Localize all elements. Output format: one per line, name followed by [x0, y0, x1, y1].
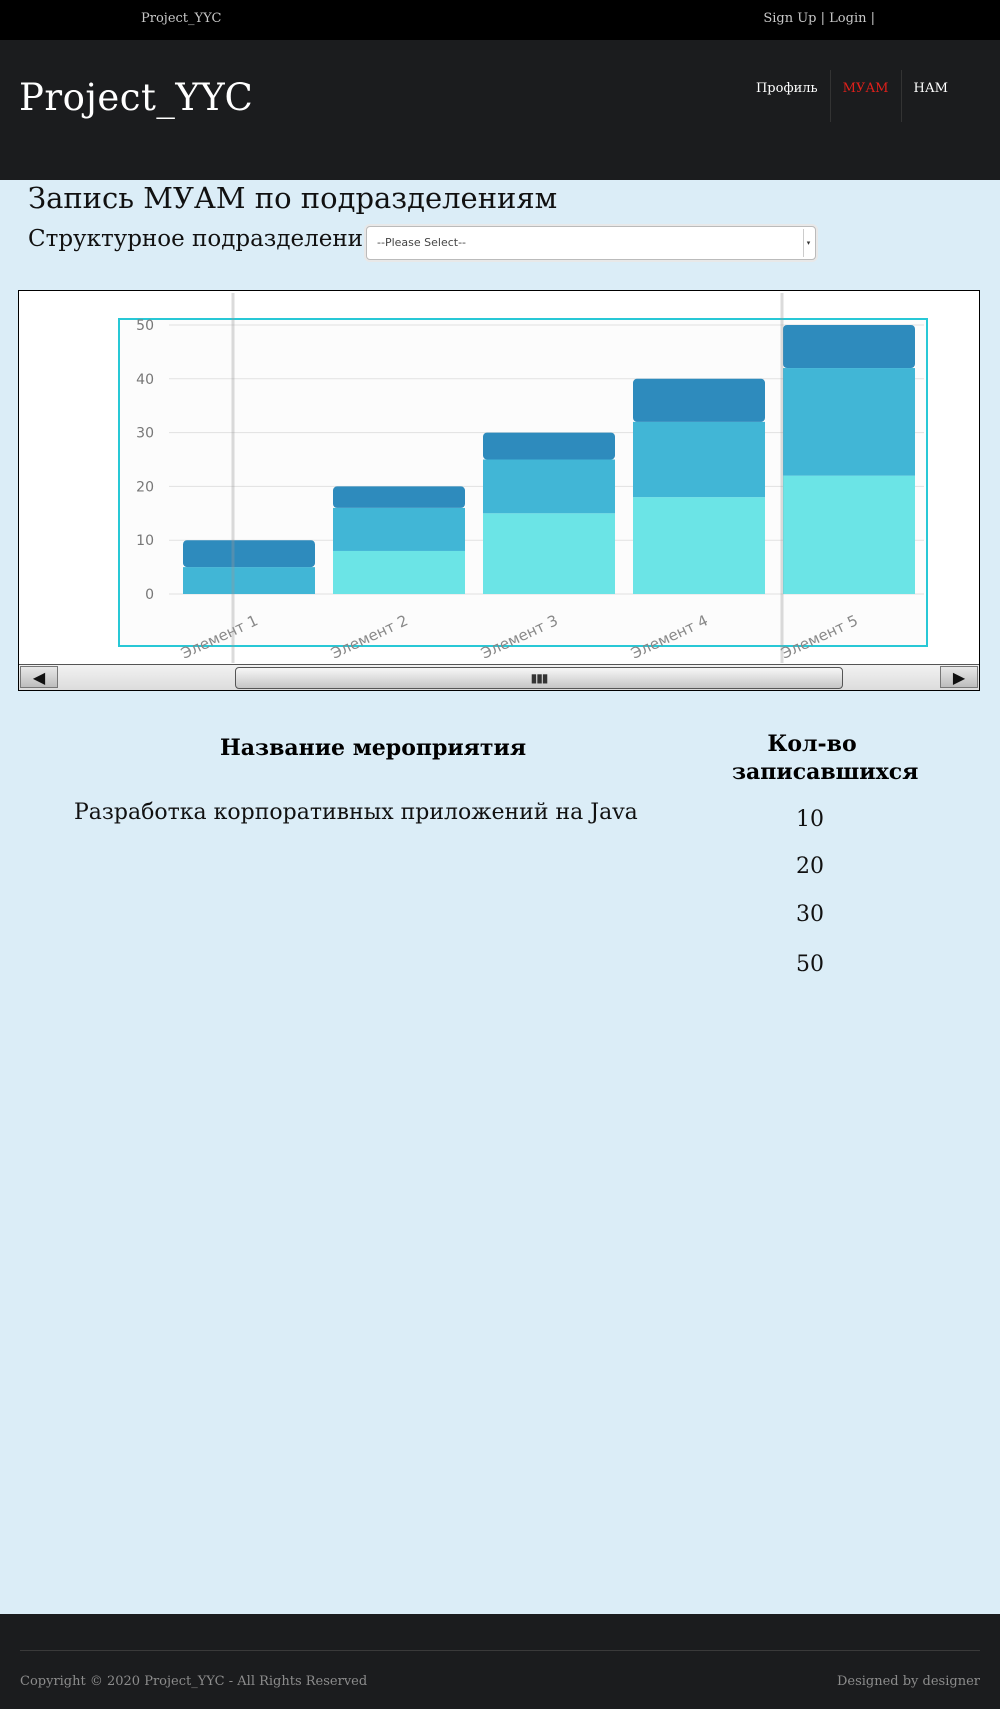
column-header-count-line2: записавшихся [732, 759, 919, 785]
site-header: Project_YYC Профиль МУАМ НАМ [0, 40, 1000, 180]
designed-by-text: Designed by designer [836, 1674, 980, 1689]
bar-segment [783, 475, 915, 594]
bar-segment [783, 368, 915, 476]
count-cell: 50 [796, 952, 824, 977]
y-tick-label: 30 [136, 426, 154, 442]
bar-segment [783, 325, 915, 369]
separator: | [870, 11, 875, 26]
nav-item-muam[interactable]: МУАМ [829, 70, 901, 122]
event-name: Разработка корпоративных приложений на J… [74, 800, 638, 825]
bar-segment [183, 567, 315, 594]
nav-item-profile[interactable]: Профиль [755, 81, 818, 96]
count-cell: 10 [796, 807, 824, 832]
separator: | [820, 11, 826, 26]
y-tick-label: 20 [136, 479, 154, 495]
bar-segment [483, 459, 615, 514]
y-tick-label: 50 [136, 318, 154, 334]
site-logo[interactable]: Project_YYC [19, 76, 254, 119]
arrow-right-icon: ▶ [952, 667, 966, 687]
footer-divider [20, 1650, 980, 1651]
y-tick-label: 0 [145, 587, 154, 603]
copyright-text: Copyright © 2020 Project_YYC - All Right… [20, 1674, 368, 1689]
bar-segment [633, 421, 765, 498]
select-value: --Please Select-- [377, 236, 467, 249]
y-tick-label: 10 [136, 533, 154, 549]
main-nav: Профиль МУАМ НАМ [744, 70, 960, 122]
dropdown-arrow-icon[interactable]: ▾ [803, 229, 813, 257]
topbar-brand[interactable]: Project_YYC [141, 11, 222, 26]
chart-scrollbar[interactable]: ◀ ▮▮▮ ▶ [19, 664, 979, 690]
login-link[interactable]: Login [829, 11, 867, 26]
bar-segment [633, 378, 765, 422]
arrow-left-icon: ◀ [32, 667, 46, 687]
bar-segment [633, 497, 765, 594]
scroll-left-button[interactable]: ◀ [20, 666, 58, 688]
bar-segment [333, 507, 465, 551]
auth-links: Sign Up | Login | [763, 11, 875, 26]
department-select[interactable]: --Please Select-- ▾ [366, 226, 816, 260]
bar-segment [333, 550, 465, 594]
count-cell: 20 [796, 854, 824, 879]
bar-segment [183, 540, 315, 568]
nav-item-nam[interactable]: НАМ [900, 70, 961, 122]
site-footer: Copyright © 2020 Project_YYC - All Right… [0, 1614, 1000, 1709]
y-tick-label: 40 [136, 372, 154, 388]
signup-link[interactable]: Sign Up [763, 11, 817, 26]
grip-icon: ▮▮▮ [530, 671, 549, 685]
scroll-right-button[interactable]: ▶ [940, 666, 978, 688]
page-title: Запись МУАМ по подразделениям [28, 181, 558, 215]
chart-container: 0 10 20 30 40 50 Элемент 1 Элемент 2 Элемент 3 Эл… [18, 290, 980, 691]
column-header-name: Название мероприятия [220, 735, 527, 761]
top-bar: Project_YYC Sign Up | Login | [0, 0, 1000, 40]
column-header-count: Кол-во записавшихся [732, 730, 919, 786]
bar-segment [483, 513, 615, 594]
bar-segment [483, 432, 615, 460]
scroll-thumb[interactable]: ▮▮▮ [235, 667, 843, 689]
column-header-count-line1: Кол-во [767, 731, 857, 757]
filter-label: Структурное подразделение: [28, 226, 385, 252]
count-cell: 30 [796, 902, 824, 927]
bar-segment [333, 486, 465, 508]
